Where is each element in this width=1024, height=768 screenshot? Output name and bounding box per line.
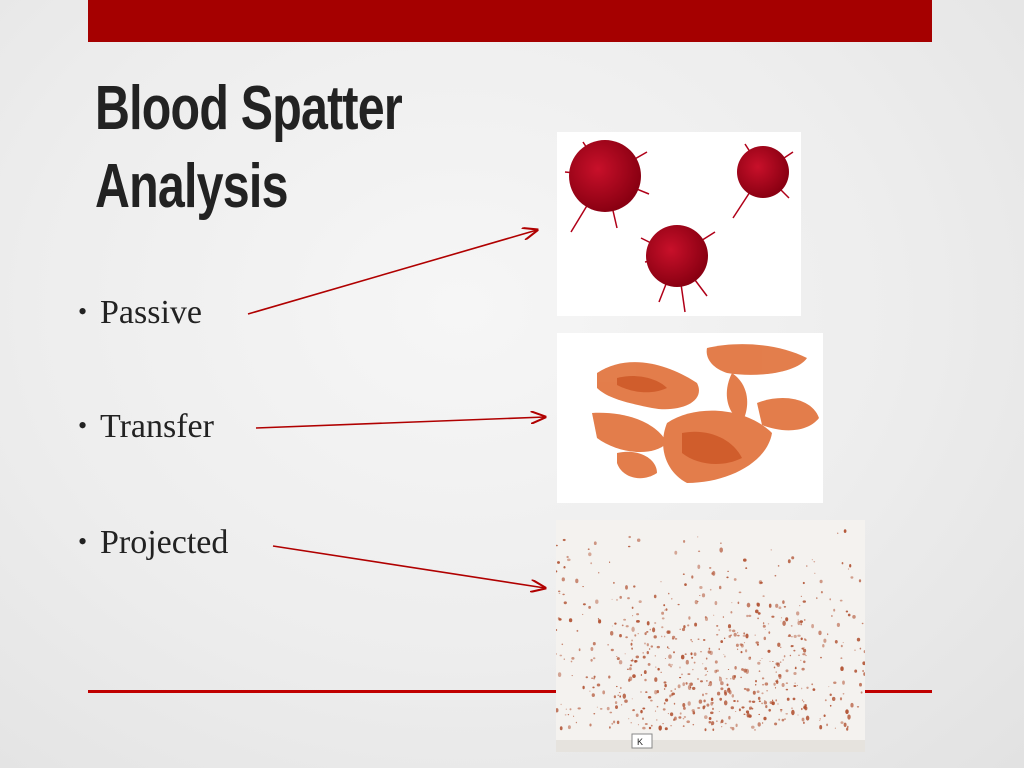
bullet-label: Projected	[100, 524, 229, 561]
bullet-label: Passive	[100, 294, 202, 331]
title-line-1: Blood Spatter	[95, 74, 403, 143]
bullet-dot-icon: •	[78, 297, 88, 326]
bottom-accent-line	[88, 690, 932, 693]
arrow-passive	[247, 230, 537, 315]
passive-drops-image	[557, 132, 801, 316]
bullet-dot-icon: •	[78, 527, 88, 556]
bullet-item-passive: • Passive	[78, 294, 202, 332]
title-line-2: Analysis	[95, 152, 288, 221]
top-accent-bar	[88, 0, 932, 42]
bullet-item-projected: • Projected	[78, 524, 228, 562]
arrow-transfer	[255, 417, 545, 429]
arrow-projected	[272, 545, 545, 588]
evidence-marker-label: K	[637, 737, 643, 747]
bullet-label: Transfer	[100, 408, 214, 445]
bullet-dot-icon: •	[78, 411, 88, 440]
projected-spatter-image: K	[556, 520, 865, 752]
bullet-item-transfer: • Transfer	[78, 408, 214, 446]
slide-title: Blood Spatter Analysis	[95, 70, 403, 226]
transfer-stain-image	[557, 333, 823, 503]
